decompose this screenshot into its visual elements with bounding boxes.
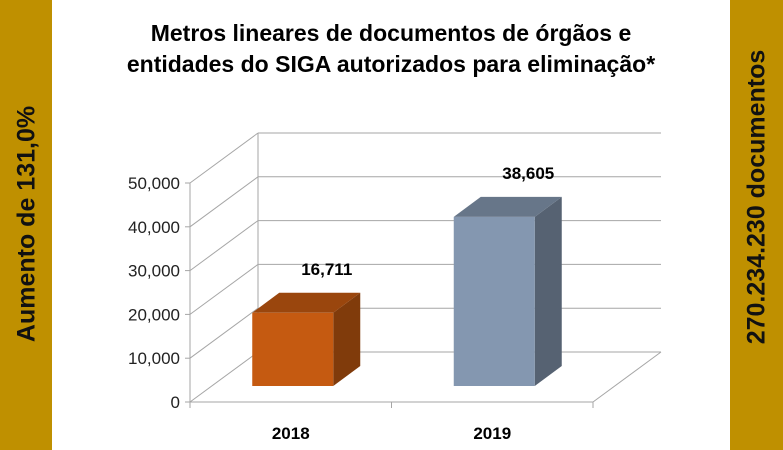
right-side-panel <box>730 0 783 450</box>
bar-top-2018 <box>252 292 361 313</box>
x-tick-label-2019: 2019 <box>473 424 511 443</box>
side-wall-gridline <box>189 351 259 403</box>
bar-2019 <box>453 216 535 386</box>
y-tick-label: 10,000 <box>128 349 180 368</box>
floor-edge <box>592 351 662 403</box>
side-wall-gridline <box>189 263 259 315</box>
y-tick-label: 50,000 <box>128 174 180 193</box>
side-wall-gridline <box>189 307 259 359</box>
bar-top-2019 <box>453 196 562 217</box>
side-wall-gridline <box>189 176 259 228</box>
chart-title: Metros lineares de documentos de órgãos … <box>52 18 730 80</box>
left-side-panel <box>0 0 52 450</box>
data-label-2019: 38,605 <box>502 164 554 183</box>
side-wall-gridline <box>189 132 259 184</box>
x-tick-label-2018: 2018 <box>272 424 310 443</box>
y-tick-label: 20,000 <box>128 305 180 324</box>
side-wall-gridline <box>189 220 259 272</box>
chart-title-line-1: Metros lineares de documentos de órgãos … <box>150 20 632 46</box>
y-tick-label: 30,000 <box>128 262 180 281</box>
y-tick-label: 0 <box>171 393 180 412</box>
y-tick-label: 40,000 <box>128 218 180 237</box>
bar-side-2018 <box>333 292 361 386</box>
chart-title-line-2: entidades do SIGA autorizados para elimi… <box>126 51 656 77</box>
data-label-2018: 16,711 <box>301 260 352 279</box>
bar-side-2019 <box>534 196 562 386</box>
bar-2018 <box>252 312 334 386</box>
